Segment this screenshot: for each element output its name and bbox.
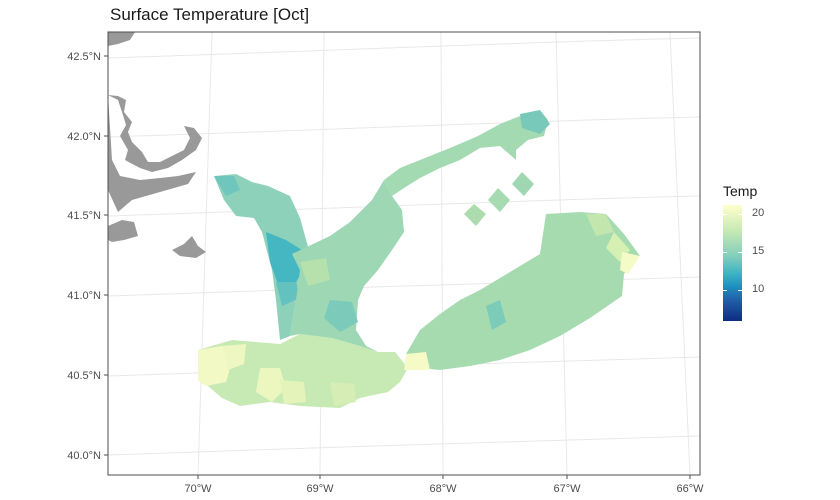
ytick-label-5: 40.5°N xyxy=(67,370,101,382)
cell-region-south xyxy=(198,334,408,408)
land-nantucket xyxy=(172,236,206,258)
parallel-40-0 xyxy=(107,435,701,456)
legend-tickmark-15 xyxy=(723,252,727,253)
panel-border xyxy=(107,31,701,476)
ytick-label-1: 42.5°N xyxy=(67,51,101,63)
xtick-label-4: 67°W xyxy=(553,483,581,495)
cell-north-tip xyxy=(520,110,550,134)
temperature-cells xyxy=(198,110,640,408)
legend-colorbar xyxy=(723,205,742,321)
cell-central-pale xyxy=(300,258,330,286)
legend-tickmark-15-r xyxy=(738,252,742,253)
xtick-label-3: 68°W xyxy=(429,483,457,495)
cell-region-east xyxy=(406,212,640,370)
land-layer xyxy=(108,32,206,258)
cell-region-north xyxy=(384,110,548,196)
cell-warm-s-1 xyxy=(330,382,356,406)
meridian-68 xyxy=(440,31,444,476)
y-axis-labels: 42.5°N 42.0°N 41.5°N 41.0°N 40.5°N 40.0°… xyxy=(67,51,101,462)
legend-label-10: 10 xyxy=(752,283,765,295)
cell-cold-1 xyxy=(266,232,306,284)
cell-east-teal xyxy=(486,300,506,330)
legend-tickmark-20-r xyxy=(738,214,742,215)
land-cape-cod xyxy=(108,95,202,212)
x-axis-labels: 70°W 69°W 68°W 67°W 66°W xyxy=(184,483,704,495)
cell-east-warm-2 xyxy=(620,252,640,274)
ytick-label-4: 41.0°N xyxy=(67,290,101,302)
legend-label-20: 20 xyxy=(752,207,765,219)
meridian-70 xyxy=(197,31,213,476)
axis-ticks xyxy=(104,55,691,479)
cell-cold-3 xyxy=(214,176,240,196)
land-marthas-vineyard xyxy=(108,220,138,242)
legend-tickmark-20 xyxy=(723,214,727,215)
xtick-label-1: 70°W xyxy=(184,483,212,495)
legend-label-15: 15 xyxy=(752,245,765,257)
cell-east-green xyxy=(586,214,614,236)
cell-island-2 xyxy=(488,188,510,212)
cell-warm-sw-1 xyxy=(198,346,232,386)
cell-cold-2 xyxy=(276,282,300,306)
ytick-label-3: 41.5°N xyxy=(67,210,101,222)
ytick-label-6: 40.0°N xyxy=(67,450,101,462)
cell-island-3 xyxy=(512,172,534,196)
xtick-label-2: 69°W xyxy=(306,483,334,495)
legend-title: Temp xyxy=(723,183,758,199)
cell-warm-gap xyxy=(404,352,430,370)
parallel-42-5 xyxy=(107,37,701,59)
legend-tickmark-10-r xyxy=(738,290,742,291)
xtick-label-5: 66°W xyxy=(676,483,704,495)
cell-central-teal xyxy=(324,300,358,332)
cell-warm-sw-2 xyxy=(222,344,246,370)
ytick-label-2: 42.0°N xyxy=(67,131,101,143)
cell-region-central xyxy=(290,180,404,352)
meridian-66 xyxy=(669,31,691,476)
legend-tickmark-10 xyxy=(723,290,727,291)
chart-title: Surface Temperature [Oct] xyxy=(110,5,310,24)
parallel-41-5 xyxy=(107,195,701,217)
cell-warm-sw-4 xyxy=(280,380,306,404)
land-mainland xyxy=(108,32,135,46)
cell-island-1 xyxy=(464,204,486,226)
cell-warm-sw-3 xyxy=(256,368,286,402)
